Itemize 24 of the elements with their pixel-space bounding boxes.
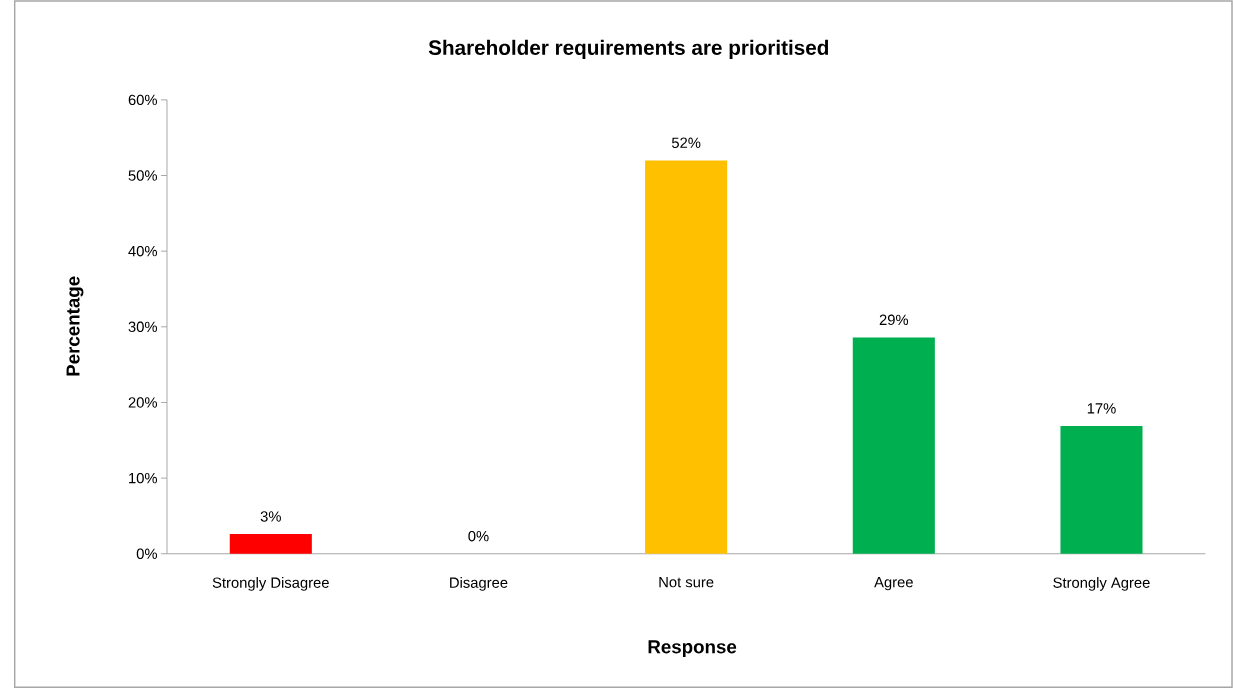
y-tick-label: 20%: [128, 397, 158, 408]
bar: [852, 337, 935, 554]
x-tick-label: Disagree: [450, 576, 508, 591]
y-tick-label: 30%: [128, 321, 158, 332]
data-label: 0%: [468, 530, 489, 542]
y-axis-title: Percentage: [66, 276, 84, 376]
bar: [229, 533, 312, 554]
data-label: 17%: [1087, 403, 1116, 414]
y-tick-label: 0%: [136, 548, 158, 559]
x-tick-label: Not sure: [659, 576, 714, 588]
y-tick-label: 50%: [128, 170, 158, 181]
y-tick-label: 40%: [128, 245, 158, 257]
x-tick-label: Strongly Disagree: [212, 576, 329, 591]
bar: [1060, 425, 1143, 554]
y-tick-label: 10%: [129, 472, 158, 484]
x-axis-title: Response: [648, 640, 737, 657]
x-tick-label: Strongly Agree: [1053, 576, 1150, 591]
x-tick-label: Agree: [874, 576, 913, 591]
bar: [645, 160, 728, 554]
chart-title: Shareholder requirements are prioritised: [428, 39, 829, 59]
y-tick-label: 60%: [128, 94, 158, 105]
data-label: 29%: [879, 314, 909, 325]
data-label: 3%: [260, 511, 281, 522]
data-label: 52%: [671, 137, 701, 148]
